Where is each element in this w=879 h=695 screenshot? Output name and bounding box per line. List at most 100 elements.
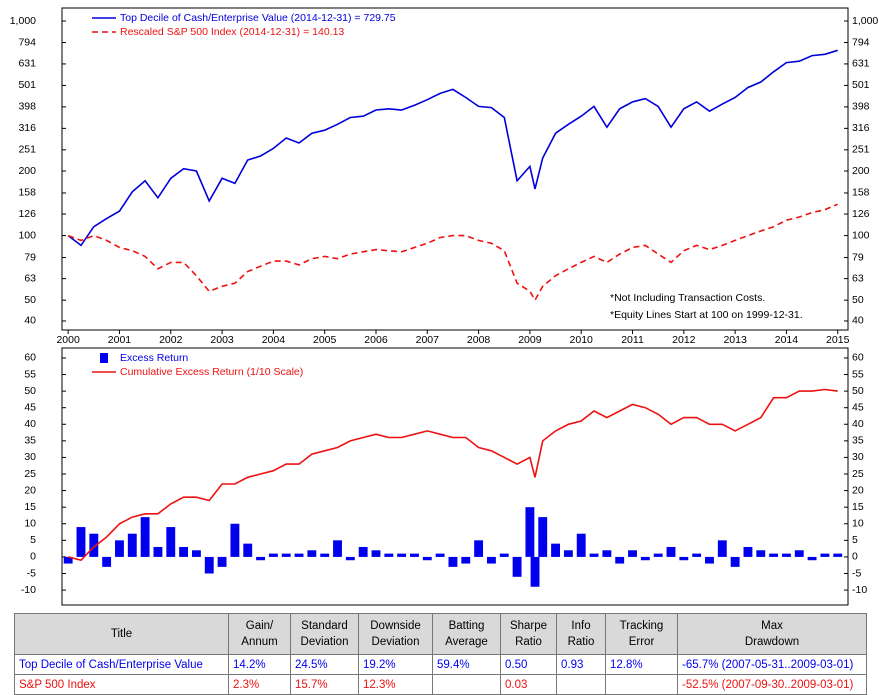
x-tick-label: 2004 <box>262 334 286 346</box>
table-cell: 12.8% <box>605 654 678 675</box>
series-line <box>67 49 838 247</box>
bar <box>307 550 317 557</box>
x-tick-label: 2012 <box>672 334 696 346</box>
table-cell <box>432 674 501 695</box>
bar <box>63 556 73 564</box>
bar <box>820 553 830 557</box>
bar <box>191 550 201 557</box>
bar <box>153 546 163 557</box>
y-tick-label: 501 <box>18 79 36 91</box>
bar <box>589 553 599 557</box>
table-cell: Downside Deviation <box>358 613 433 655</box>
legend-label: Top Decile of Cash/Enterprise Value (201… <box>120 12 396 24</box>
y2-tick-label: 100 <box>852 229 870 241</box>
x-tick-label: 2006 <box>364 334 388 346</box>
bar <box>794 550 804 557</box>
y2-tick-label: 40 <box>852 315 864 327</box>
table-cell: 0.93 <box>556 654 606 675</box>
y-tick-label: 398 <box>18 101 36 113</box>
legend-label: Rescaled S&P 500 Index (2014-12-31) = 14… <box>120 26 344 38</box>
bar <box>204 556 214 574</box>
bar <box>538 517 548 557</box>
annotation: *Not Including Transaction Costs. <box>610 292 765 304</box>
x-tick-label: 2013 <box>723 334 747 346</box>
table-cell: 0.03 <box>500 674 557 695</box>
bar <box>666 546 676 557</box>
y-tick-label: 5 <box>30 534 36 546</box>
bar <box>371 550 381 557</box>
x-tick-label: 2007 <box>416 334 440 346</box>
y-tick-label: 60 <box>24 352 36 364</box>
table-row: Title Gain/ Annum Standard Deviation Downsi… <box>14 613 867 655</box>
y-tick-label: 35 <box>24 435 36 447</box>
legend-label: Cumulative Excess Return (1/10 Scale) <box>120 366 303 378</box>
y-tick-label: 794 <box>18 36 36 48</box>
y-tick-label: 40 <box>24 315 36 327</box>
bar <box>294 553 304 557</box>
table-cell: -52.5% (2007-09-30..2009-03-01) <box>677 674 867 695</box>
x-tick-label: 2002 <box>159 334 183 346</box>
y2-tick-label: 50 <box>852 294 864 306</box>
bar <box>461 556 471 564</box>
y-tick-label: 0 <box>30 551 36 563</box>
bar <box>217 556 227 567</box>
bar <box>833 553 843 557</box>
table-cell: 2.3% <box>228 674 291 695</box>
y2-tick-label: 55 <box>852 368 864 380</box>
bar <box>345 556 355 561</box>
table-cell: 12.3% <box>358 674 433 695</box>
table-cell: Max Drawdown <box>677 613 867 655</box>
y-tick-label: 316 <box>18 122 36 134</box>
bar <box>358 546 368 557</box>
table-row: S&P 500 Index 2.3% 15.7% 12.3% 0.03 -52.5% (2… <box>14 674 867 695</box>
y2-tick-label: 35 <box>852 435 864 447</box>
table-cell: Sharpe Ratio <box>500 613 557 655</box>
y-tick-label: 1,000 <box>10 15 36 27</box>
y2-tick-label: 50 <box>852 385 864 397</box>
y2-tick-label: 45 <box>852 401 864 413</box>
annotation: *Equity Lines Start at 100 on 1999-12-31… <box>610 309 803 321</box>
bar <box>576 533 586 557</box>
bar <box>615 556 625 564</box>
table-cell: 14.2% <box>228 654 291 675</box>
y-tick-label: 100 <box>18 229 36 241</box>
bar <box>410 553 419 557</box>
table-cell: 0.50 <box>500 654 557 675</box>
y2-tick-label: 20 <box>852 484 864 496</box>
y-tick-label: 55 <box>24 368 36 380</box>
table-cell: S&P 500 Index <box>14 674 229 695</box>
series-line <box>67 203 839 302</box>
bar <box>320 553 330 557</box>
bar <box>730 556 740 567</box>
y-tick-label: 15 <box>24 501 36 513</box>
y2-tick-label: 63 <box>852 272 864 284</box>
bar <box>256 556 265 561</box>
table-cell <box>605 674 678 695</box>
plot-frame <box>61 347 849 606</box>
stats-table: Title Gain/ Annum Standard Deviation Downsi… <box>14 613 867 695</box>
bar <box>268 553 278 557</box>
bar <box>781 553 791 557</box>
y-tick-label: -10 <box>21 584 36 596</box>
bar <box>743 546 753 557</box>
y2-tick-label: 15 <box>852 501 864 513</box>
bar <box>140 517 150 557</box>
table-row: Top Decile of Cash/Enterprise Value 14.2%… <box>14 654 867 675</box>
y2-tick-label: 200 <box>852 165 870 177</box>
y2-tick-label: 40 <box>852 418 864 430</box>
bar <box>281 553 291 557</box>
bar <box>230 523 240 557</box>
table-cell: 19.2% <box>358 654 433 675</box>
x-tick-label: 2003 <box>210 334 234 346</box>
table-cell: Title <box>14 613 229 655</box>
table-cell: 15.7% <box>290 674 359 695</box>
bar <box>76 527 86 557</box>
y-tick-label: 50 <box>24 385 36 397</box>
y2-tick-label: 398 <box>852 101 870 113</box>
bar <box>679 556 689 561</box>
bar <box>397 553 407 557</box>
y-tick-label: 20 <box>24 484 36 496</box>
y2-tick-label: 30 <box>852 451 864 463</box>
y2-tick-label: 158 <box>852 187 870 199</box>
